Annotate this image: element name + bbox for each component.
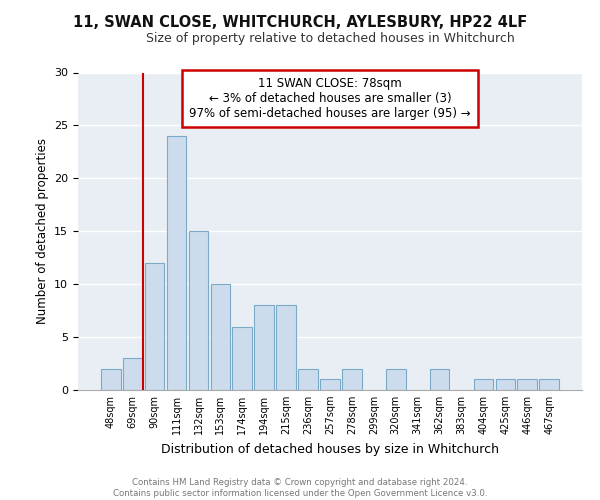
Bar xyxy=(188,231,208,390)
Bar xyxy=(123,358,143,390)
Text: 11 SWAN CLOSE: 78sqm
← 3% of detached houses are smaller (3)
97% of semi-detache: 11 SWAN CLOSE: 78sqm ← 3% of detached ho… xyxy=(189,78,471,120)
Bar xyxy=(517,380,537,390)
Bar xyxy=(211,284,230,390)
Bar xyxy=(145,263,164,390)
Bar xyxy=(101,369,121,390)
Y-axis label: Number of detached properties: Number of detached properties xyxy=(35,138,49,324)
Bar xyxy=(473,380,493,390)
Title: Size of property relative to detached houses in Whitchurch: Size of property relative to detached ho… xyxy=(146,32,514,45)
Bar xyxy=(342,369,362,390)
Bar xyxy=(276,306,296,390)
Bar xyxy=(496,380,515,390)
Bar xyxy=(298,369,318,390)
Text: Contains HM Land Registry data © Crown copyright and database right 2024.
Contai: Contains HM Land Registry data © Crown c… xyxy=(113,478,487,498)
Bar xyxy=(430,369,449,390)
Bar xyxy=(232,326,252,390)
Bar xyxy=(386,369,406,390)
Bar xyxy=(254,306,274,390)
Bar xyxy=(320,380,340,390)
Text: 11, SWAN CLOSE, WHITCHURCH, AYLESBURY, HP22 4LF: 11, SWAN CLOSE, WHITCHURCH, AYLESBURY, H… xyxy=(73,15,527,30)
Bar xyxy=(539,380,559,390)
Bar xyxy=(167,136,187,390)
X-axis label: Distribution of detached houses by size in Whitchurch: Distribution of detached houses by size … xyxy=(161,442,499,456)
